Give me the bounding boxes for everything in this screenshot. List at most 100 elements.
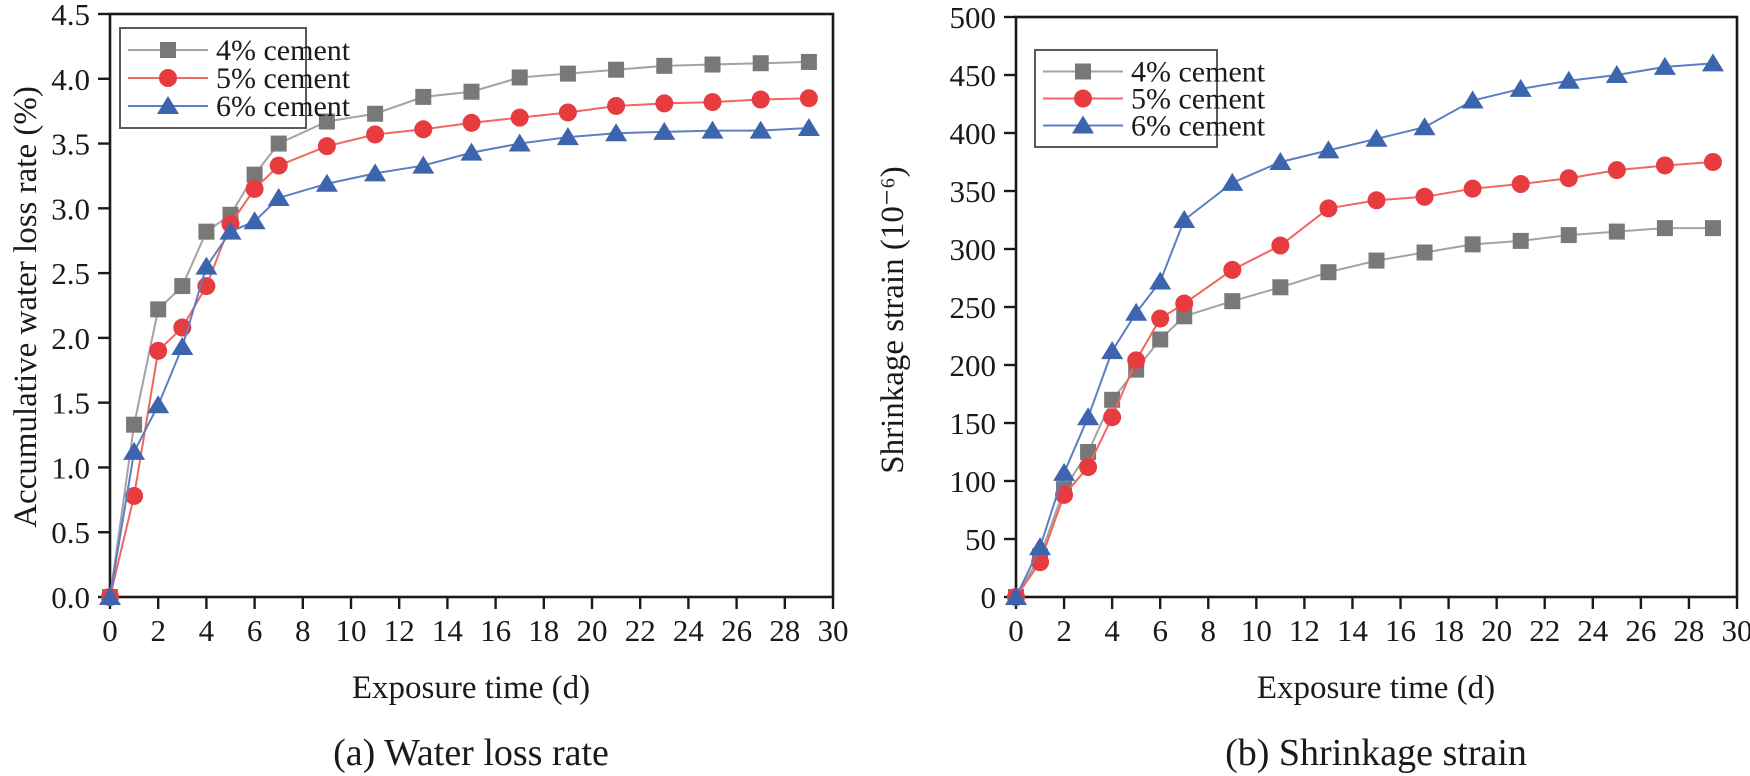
x-axis: 0 2 4 6 8 10 12 14 16 18 20 22 24 26 28 30: [1008, 597, 1750, 648]
data-point-triangle: [508, 133, 531, 152]
data-point-triangle: [267, 187, 290, 206]
data-point-triangle: [1149, 271, 1172, 290]
data-point-square: [1656, 220, 1673, 237]
x-tick-label: 4: [1104, 613, 1120, 648]
legend-label: 4% cement: [216, 34, 351, 67]
y-tick-label: 0: [981, 580, 997, 615]
data-point-triangle: [147, 395, 170, 414]
x-axis: 0 2 4 6 8 10 12 14 16 18 20 22 24 26 28 30: [102, 597, 849, 648]
data-point-triangle: [1317, 140, 1340, 159]
y-tick-label: 3.5: [51, 127, 90, 162]
chart-b-x-axis-title: Exposure time (d): [1257, 670, 1495, 706]
data-point-square: [1704, 220, 1721, 237]
data-point-circle: [1151, 309, 1170, 328]
data-point-circle: [1655, 156, 1674, 175]
data-point-square: [415, 88, 432, 105]
x-tick-label: 28: [1673, 613, 1704, 648]
series-line: [109, 97, 809, 598]
data-point-square: [1416, 244, 1433, 261]
data-point-square: [1320, 264, 1337, 281]
x-tick-label: 26: [1625, 613, 1656, 648]
data-point-circle: [607, 96, 626, 115]
series-6-cement: [99, 118, 820, 605]
x-tick-label: 30: [1722, 613, 1750, 648]
legend-label: 4% cement: [1131, 56, 1266, 89]
data-point-triangle: [1053, 462, 1076, 481]
data-point-square: [198, 223, 215, 240]
x-tick-label: 6: [247, 613, 263, 648]
data-point-triangle: [749, 120, 772, 139]
data-point-triangle: [701, 120, 724, 139]
legend-label: 6% cement: [1131, 110, 1266, 143]
x-tick-label: 14: [1337, 613, 1369, 648]
data-point-circle: [1559, 169, 1578, 188]
y-tick-label: 1.5: [51, 386, 90, 421]
data-point-square: [1224, 293, 1241, 310]
legend-label: 6% cement: [216, 90, 351, 123]
x-tick-label: 0: [102, 613, 118, 648]
data-point-square: [1608, 223, 1625, 240]
data-point-circle: [1367, 191, 1386, 210]
data-point-triangle: [123, 441, 146, 460]
data-point-square: [150, 301, 167, 318]
data-point-square: [246, 166, 263, 183]
x-tick-label: 20: [1481, 613, 1512, 648]
x-tick-label: 6: [1152, 613, 1168, 648]
data-point-circle: [317, 137, 336, 156]
data-point-triangle: [157, 96, 179, 114]
y-axis: 0.0 0.5 1.0 1.5 2.0 2.5 3.0 3.5 4.0 4.5: [51, 0, 110, 615]
data-point-square: [800, 53, 817, 70]
data-point-triangle: [1701, 53, 1724, 72]
x-tick-label: 0: [1008, 613, 1024, 648]
data-point-circle: [799, 89, 818, 108]
data-point-triangle: [1072, 115, 1094, 134]
data-point-square: [270, 135, 287, 152]
data-point-triangle: [460, 142, 483, 161]
data-point-circle: [414, 120, 433, 139]
x-tick-label: 18: [1433, 613, 1464, 648]
series-5-cement: [101, 89, 818, 606]
x-tick-label: 16: [1385, 613, 1416, 648]
data-point-circle: [1175, 294, 1194, 313]
data-point-triangle: [412, 155, 435, 174]
data-point-triangle: [243, 211, 266, 230]
data-point-circle: [366, 125, 385, 144]
data-point-square: [318, 113, 335, 130]
data-point-triangle: [653, 121, 676, 140]
x-tick-label: 26: [721, 613, 752, 648]
data-point-square: [1512, 232, 1529, 249]
data-point-circle: [245, 179, 264, 198]
data-point-square: [559, 65, 576, 82]
data-point-square: [160, 42, 176, 58]
data-point-triangle: [1269, 152, 1292, 170]
chart-b-y-axis-title: Shrinkage strain (10⁻⁶): [875, 166, 911, 474]
series-line: [1015, 227, 1713, 598]
data-point-circle: [149, 341, 168, 360]
data-point-triangle: [1509, 78, 1532, 97]
data-point-triangle: [556, 127, 579, 146]
x-tick-label: 30: [818, 613, 849, 648]
chart-a-plot: 0 2 4 6 8 10 12 14 16 18 20 22 24 26 28 300.00.51.01.52…: [51, 0, 848, 648]
x-tick-label: 8: [1201, 613, 1217, 648]
chart-a-caption: (a) Water loss rate: [333, 732, 609, 774]
y-tick-label: 350: [950, 174, 997, 209]
data-point-square: [1464, 236, 1481, 253]
x-tick-label: 24: [673, 613, 705, 648]
y-axis: 0 50 100 150 200 250 300 350 400 450 500: [950, 0, 1016, 615]
y-tick-label: 0.0: [51, 580, 90, 615]
data-point-square: [1080, 444, 1097, 460]
data-point-circle: [1223, 260, 1242, 279]
x-tick-label: 22: [1529, 613, 1560, 648]
data-point-square: [463, 83, 480, 100]
data-point-circle: [558, 103, 577, 122]
x-tick-label: 16: [480, 613, 511, 648]
chart-a-x-axis-title: Exposure time (d): [352, 670, 590, 706]
data-point-triangle: [1605, 65, 1628, 83]
series-4-cement: [1008, 220, 1721, 605]
y-tick-label: 4.0: [51, 62, 90, 97]
data-point-triangle: [1101, 341, 1124, 360]
data-point-circle: [510, 108, 529, 127]
data-point-triangle: [1653, 56, 1676, 75]
y-tick-label: 1.0: [51, 450, 90, 485]
